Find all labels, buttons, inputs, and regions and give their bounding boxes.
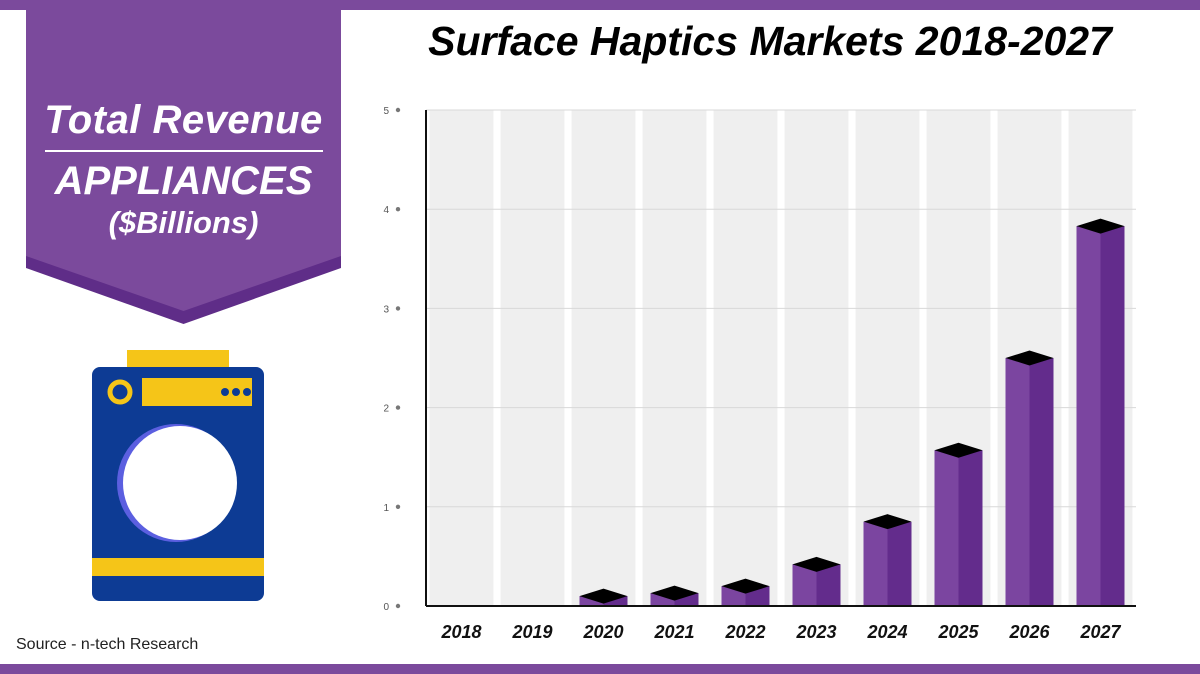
x-tick-label: 2018 (440, 622, 481, 642)
y-tick-label: 3 (383, 304, 389, 315)
source-credit: Source - n-tech Research (16, 636, 199, 653)
bar-top (863, 514, 912, 530)
bar-top (792, 556, 841, 572)
x-tick-label: 2024 (866, 622, 907, 642)
x-tick-label: 2019 (511, 622, 552, 642)
x-tick-label: 2021 (653, 622, 694, 642)
y-tick-dot (395, 405, 401, 410)
bottom-accent-bar (0, 664, 1200, 674)
top-accent-bar (0, 0, 1200, 10)
y-tick-dot (395, 107, 401, 113)
column-band (500, 110, 565, 606)
y-tick-label: 4 (383, 205, 389, 216)
bar-side (603, 596, 628, 606)
banner-text: Total Revenue APPLIANCES ($Billions) (26, 96, 341, 242)
bar-front (863, 521, 888, 606)
bar-front (1005, 358, 1030, 606)
bar-front (579, 596, 604, 606)
y-tick-dot (395, 504, 401, 509)
bar-side (958, 450, 983, 606)
y-tick-dot (395, 207, 401, 212)
banner-line-total-revenue: Total Revenue (44, 98, 323, 142)
x-tick-label: 2022 (724, 622, 765, 642)
y-tick-label: 2 (383, 404, 389, 415)
x-tick-label: 2026 (1008, 622, 1050, 642)
banner-shape (26, 8, 341, 324)
bar-side (1100, 226, 1125, 606)
category-banner: Total Revenue APPLIANCES ($Billions) (26, 8, 341, 324)
y-tick-dot (395, 306, 401, 311)
washing-machine-icon (90, 350, 266, 607)
column-band (429, 110, 494, 606)
bar-top (1005, 350, 1054, 366)
bar-front (792, 564, 817, 606)
column-band (571, 110, 636, 606)
bar-top (721, 578, 770, 594)
bar-side (816, 564, 841, 606)
y-axis-ticks: 0 1 2 3 4 5 (383, 106, 401, 613)
x-tick-label: 2025 (937, 622, 979, 642)
column-band (642, 110, 707, 606)
bar-side (887, 521, 912, 606)
y-tick-label: 1 (383, 503, 389, 514)
bar-top (650, 585, 699, 601)
column-band (713, 110, 778, 606)
bar-side (1029, 358, 1054, 606)
column-band (784, 110, 849, 606)
y-tick-label: 5 (383, 106, 389, 117)
x-axis-labels: 2018 2019 2020 2021 2022 2023 2024 2025 2026 2027 (440, 622, 1121, 642)
y-tick-label: 0 (383, 602, 389, 613)
y-tick-dot (395, 603, 401, 609)
bar-top (934, 442, 983, 458)
banner-divider (44, 150, 323, 152)
banner-line-units: ($Billions) (108, 205, 259, 240)
bar-front (934, 450, 959, 606)
chart-title: Surface Haptics Markets 2018-2027 (428, 18, 1112, 64)
banner-line-appliances: APPLIANCES (54, 159, 313, 203)
x-tick-label: 2023 (795, 622, 836, 642)
x-tick-label: 2027 (1079, 622, 1121, 642)
bar-front (1076, 226, 1101, 606)
bar-top (1076, 218, 1125, 234)
bar-top (579, 588, 628, 604)
x-tick-label: 2020 (582, 622, 623, 642)
bars (579, 218, 1125, 606)
